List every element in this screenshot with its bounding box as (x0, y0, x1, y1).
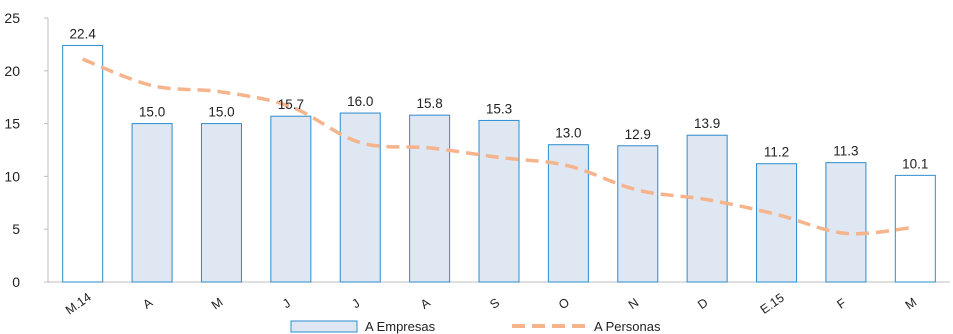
bar (270, 115, 312, 283)
x-tick-label: E.15 (758, 291, 787, 317)
bar (339, 112, 381, 283)
bar-series-empresas (62, 44, 936, 283)
data-label: 13.9 (694, 116, 720, 131)
data-label: 15.3 (486, 101, 512, 116)
bar (617, 145, 659, 283)
x-tick-label: M.14 (63, 290, 94, 317)
x-tick-label: F (834, 296, 849, 312)
data-label: 11.3 (833, 144, 858, 159)
x-tick-label: M (209, 295, 226, 312)
data-label: 10.1 (902, 156, 928, 171)
data-label: 22.4 (70, 26, 97, 41)
bar (200, 123, 242, 283)
bar (62, 44, 104, 283)
x-tick-label: M (903, 295, 920, 312)
data-label: 15.0 (208, 105, 234, 120)
x-tick-label: A (140, 295, 155, 312)
legend-label-personas: A Personas (594, 319, 661, 334)
bar (825, 162, 867, 283)
bar (131, 123, 173, 283)
data-label: 13.0 (555, 126, 581, 141)
bar (686, 134, 728, 283)
x-tick-label: N (626, 295, 641, 312)
data-labels: 22.4 15.0 15.0 15.7 16.0 15.8 15.3 13.0 12.9 13.9… (70, 26, 929, 171)
y-tick-label: 25 (4, 10, 20, 26)
y-tick-label: 5 (12, 221, 20, 237)
x-tick-label: D (695, 295, 710, 312)
x-tick-label: J (349, 296, 362, 311)
legend-label-empresas: A Empresas (365, 319, 436, 334)
x-tick-label: J (280, 296, 293, 311)
y-axis: 0 5 10 15 20 25 (4, 10, 49, 290)
x-axis: M.14 A M J J A S O N D E.15 F M (48, 281, 950, 317)
bar (756, 163, 798, 283)
data-label: 15.8 (416, 96, 442, 111)
x-tick-label: S (487, 296, 502, 312)
data-label: 15.7 (278, 97, 304, 112)
bar (478, 119, 520, 283)
x-tick-label: O (556, 295, 572, 312)
data-label: 12.9 (625, 127, 651, 142)
data-label: 16.0 (347, 94, 373, 109)
legend-swatch-empresas (290, 320, 358, 333)
y-tick-label: 0 (12, 274, 20, 290)
y-tick-label: 10 (4, 168, 20, 184)
legend: A Empresas A Personas (290, 319, 661, 334)
bar (409, 114, 451, 283)
y-tick-label: 15 (4, 116, 20, 132)
line-series-personas (82, 57, 916, 236)
line-personas (82, 57, 916, 236)
x-tick-label: A (418, 295, 433, 312)
y-tick-label: 20 (4, 63, 20, 79)
data-label: 11.2 (764, 145, 789, 160)
data-label: 15.0 (139, 105, 165, 120)
